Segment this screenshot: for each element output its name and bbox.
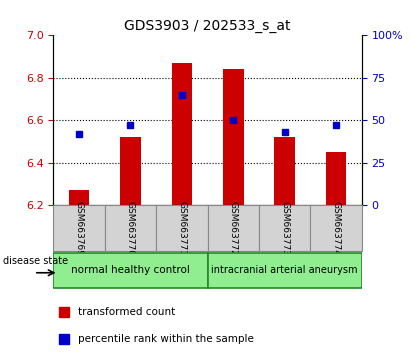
Text: normal healthy control: normal healthy control <box>71 265 190 275</box>
Text: percentile rank within the sample: percentile rank within the sample <box>78 334 254 344</box>
Text: GSM663772: GSM663772 <box>229 201 238 256</box>
Bar <box>275 137 295 205</box>
Bar <box>69 190 90 205</box>
Text: GSM663769: GSM663769 <box>75 201 83 256</box>
Title: GDS3903 / 202533_s_at: GDS3903 / 202533_s_at <box>124 19 291 33</box>
Text: intracranial arterial aneurysm: intracranial arterial aneurysm <box>211 265 358 275</box>
Text: transformed count: transformed count <box>78 307 175 317</box>
Bar <box>172 63 192 205</box>
FancyBboxPatch shape <box>53 253 208 288</box>
Text: disease state: disease state <box>3 256 68 266</box>
FancyBboxPatch shape <box>105 205 156 251</box>
Bar <box>326 152 346 205</box>
FancyBboxPatch shape <box>208 253 362 288</box>
FancyBboxPatch shape <box>156 205 208 251</box>
Text: GSM663771: GSM663771 <box>178 201 186 256</box>
Text: GSM663773: GSM663773 <box>280 201 289 256</box>
FancyBboxPatch shape <box>53 205 105 251</box>
Text: GSM663770: GSM663770 <box>126 201 135 256</box>
FancyBboxPatch shape <box>208 205 259 251</box>
Bar <box>120 137 141 205</box>
FancyBboxPatch shape <box>310 205 362 251</box>
FancyBboxPatch shape <box>259 205 310 251</box>
Bar <box>223 69 243 205</box>
Text: GSM663774: GSM663774 <box>332 201 340 256</box>
